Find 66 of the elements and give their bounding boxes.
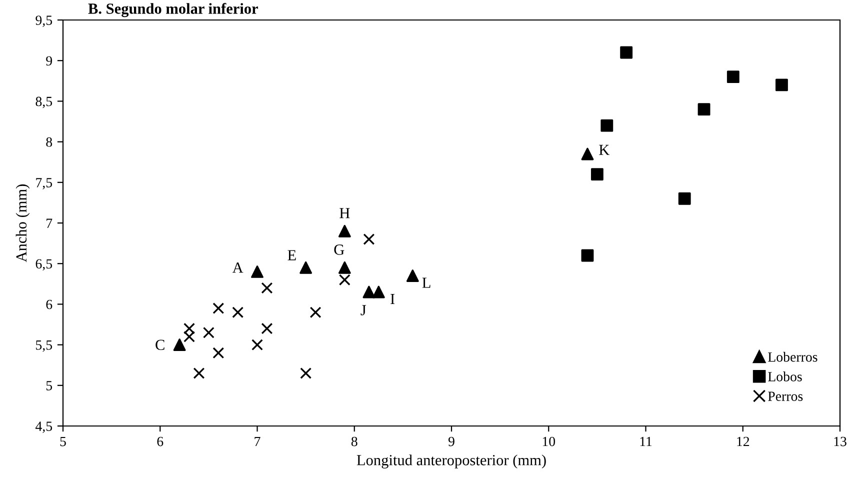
y-tick-label: 7,5 [36, 178, 52, 190]
point [338, 261, 351, 274]
point [173, 338, 186, 352]
annotation: H [340, 208, 350, 218]
point [261, 322, 273, 334]
x-tick-label: 5 [60, 436, 66, 446]
point [620, 46, 633, 59]
point [338, 224, 351, 238]
x-tick-label: 13 [834, 436, 846, 446]
x-tick-label: 12 [737, 436, 750, 446]
point [581, 148, 594, 160]
y-tick-label: 7 [46, 218, 52, 228]
point [184, 322, 196, 334]
annotation: J [360, 305, 366, 316]
point [338, 274, 350, 286]
x-axis-title: Longitud anteroposterior (mm) [356, 454, 546, 468]
annotation: K [599, 144, 610, 155]
point [362, 286, 376, 298]
point [600, 119, 614, 132]
point [202, 326, 214, 338]
legend-label: Loberros [768, 352, 818, 362]
x-tick-label: 7 [254, 436, 260, 446]
y-tick-label: 8 [46, 137, 52, 147]
x-tick-label: 6 [157, 436, 164, 446]
annotation: E [288, 250, 296, 260]
point [726, 70, 740, 84]
x-tick-label: 8 [351, 436, 358, 446]
point [300, 261, 312, 274]
annotation: I [390, 294, 395, 304]
y-tick-label: 6 [46, 300, 52, 310]
point [212, 302, 224, 314]
point [310, 306, 322, 318]
point [193, 367, 205, 379]
annotation: L [422, 278, 430, 288]
point [363, 233, 375, 245]
y-tick-label: 5,5 [36, 340, 52, 352]
point [252, 339, 263, 351]
y-tick-label: 4,5 [35, 422, 52, 433]
x-tick-label: 10 [542, 436, 556, 446]
annotation: A [232, 262, 244, 273]
point [372, 286, 385, 298]
point [776, 78, 788, 92]
point [581, 249, 594, 262]
y-tick-label: 5 [46, 381, 52, 390]
y-tick-label: 9,5 [36, 16, 52, 27]
point [300, 367, 312, 379]
x-tick-label: 11 [640, 436, 652, 446]
x-tick-label: 9 [448, 436, 454, 446]
legend-label: Perros [768, 392, 803, 401]
point [678, 192, 691, 205]
point [261, 282, 273, 294]
chart-title: B. Segundo molar inferior [88, 2, 258, 18]
point [406, 270, 419, 282]
point [184, 330, 196, 342]
point [590, 168, 604, 180]
y-axis-title: Ancho (mm) [16, 184, 30, 262]
point [251, 266, 264, 278]
y-tick-label: 8,5 [36, 96, 52, 108]
annotation: C [156, 340, 164, 350]
y-tick-label: 6,5 [36, 259, 52, 271]
point [232, 306, 244, 318]
annotation: G [334, 244, 344, 255]
point [698, 103, 710, 116]
legend-label: Lobos [768, 372, 802, 382]
point [212, 347, 224, 359]
y-tick-label: 9 [46, 56, 52, 66]
